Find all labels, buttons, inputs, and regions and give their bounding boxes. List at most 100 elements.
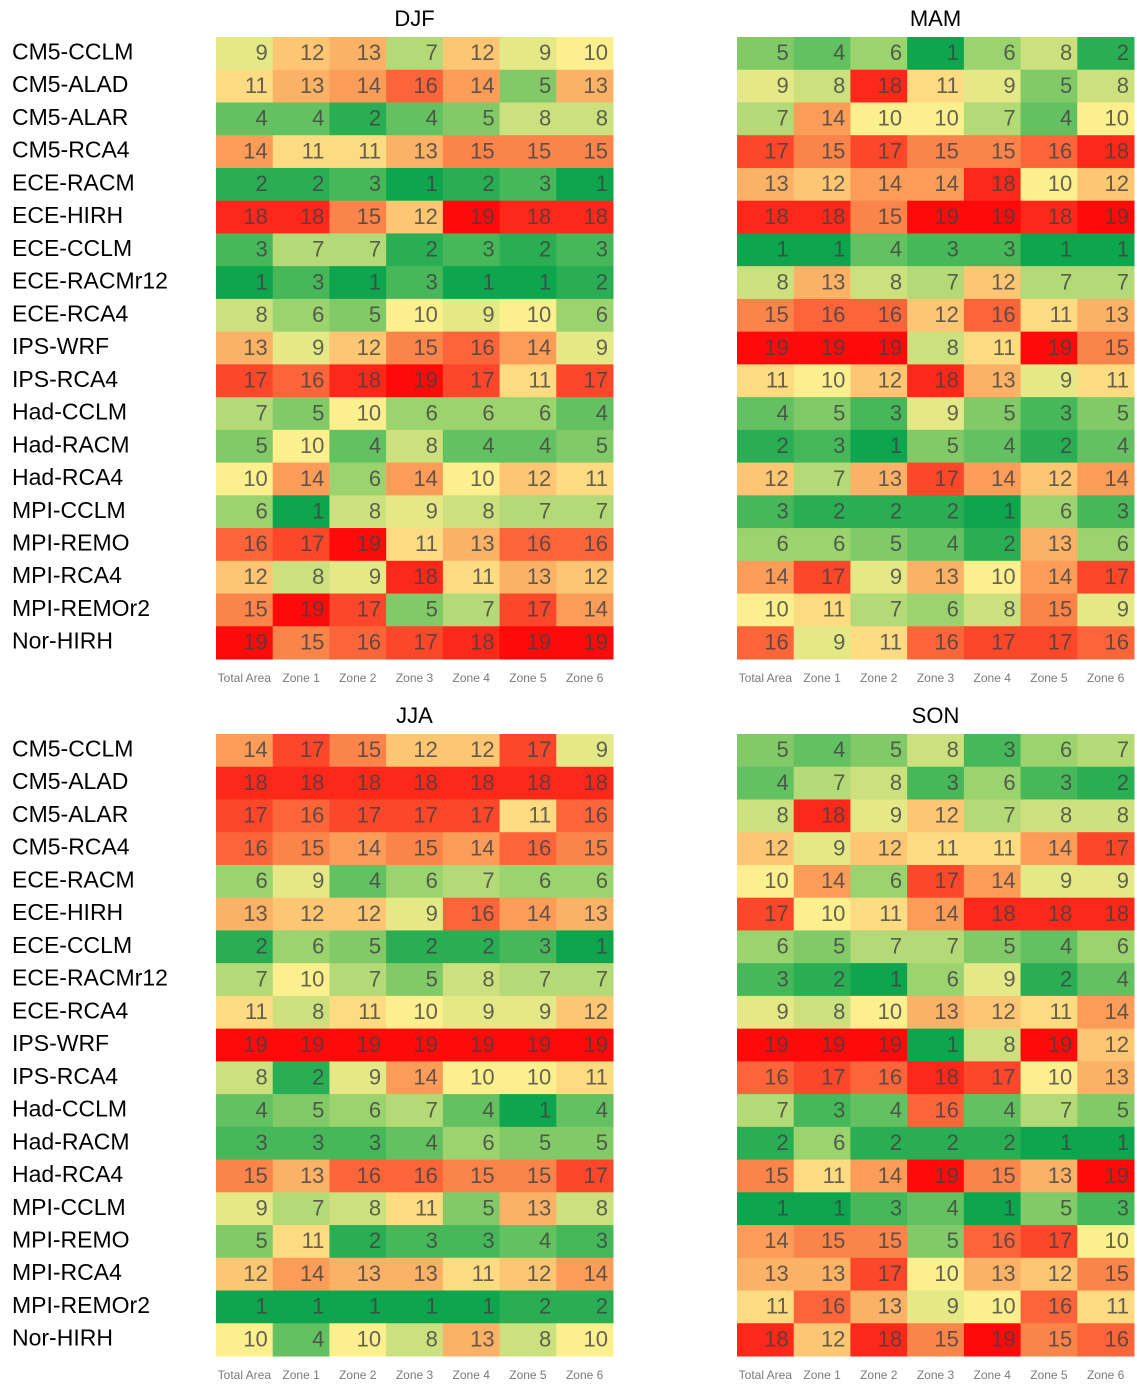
heatmap-cell <box>386 135 444 169</box>
heatmap-cell <box>272 799 330 833</box>
column-label: Zone 1 <box>282 1368 320 1382</box>
cell-label: 4 <box>426 106 438 131</box>
column-label: Zone 5 <box>509 671 547 685</box>
column-label: Zone 1 <box>803 1368 841 1382</box>
cell-label: 12 <box>584 999 608 1024</box>
cell-label: 5 <box>596 433 608 458</box>
cell-label: 9 <box>596 737 608 762</box>
heatmap-cell <box>386 1159 444 1193</box>
heatmap-cell <box>737 266 795 300</box>
cell-label: 5 <box>776 40 788 65</box>
heatmap-cell <box>850 897 908 931</box>
heatmap-cell <box>442 1192 501 1226</box>
heatmap-cell <box>963 233 1022 267</box>
heatmap-cell <box>386 1225 444 1259</box>
cell-label: 5 <box>539 1130 551 1155</box>
heatmap-cell <box>737 200 795 234</box>
cell-label: 6 <box>833 1130 845 1155</box>
cell-label: 3 <box>1060 400 1072 425</box>
cell-label: 2 <box>596 1294 608 1319</box>
cell-label: 3 <box>1003 237 1015 262</box>
row-label: Nor-HIRH <box>12 628 113 654</box>
cell-label: 10 <box>764 597 788 622</box>
heatmap-cell <box>1020 495 1078 529</box>
heatmap-cell <box>907 560 965 595</box>
row-label: ECE-RACM <box>12 169 135 195</box>
row-label: Had-CCLM <box>12 399 127 425</box>
cell-label: 10 <box>584 40 608 65</box>
column-label: Zone 6 <box>566 1368 604 1382</box>
cell-label: 4 <box>776 400 788 425</box>
heatmap-cell <box>1077 963 1135 997</box>
heatmap-cell <box>963 1257 1022 1292</box>
cell-label: 15 <box>470 138 494 163</box>
cell-label: 9 <box>833 835 845 860</box>
heatmap-cell <box>907 528 965 562</box>
cell-label: 2 <box>1060 433 1072 458</box>
heatmap-cell <box>963 1028 1022 1062</box>
heatmap-cell <box>442 963 501 997</box>
cell-label: 15 <box>527 1163 551 1188</box>
heatmap-cell <box>1020 1225 1078 1259</box>
heatmap-cell <box>850 1159 908 1193</box>
cell-label: 17 <box>243 803 267 828</box>
heatmap-cell <box>442 1159 501 1193</box>
cell-label: 1 <box>539 1097 551 1122</box>
cell-label: 10 <box>584 1326 608 1351</box>
heatmap-cell <box>272 331 330 365</box>
cell-label: 3 <box>312 1130 324 1155</box>
heatmap-cell <box>963 897 1022 931</box>
row-label: MPI-REMO <box>12 1226 130 1252</box>
cell-label: 19 <box>934 204 958 229</box>
heatmap-cell <box>737 1126 795 1161</box>
cell-label: 2 <box>890 1130 902 1155</box>
cell-label: 14 <box>878 171 902 196</box>
cell-label: 11 <box>358 138 381 163</box>
heatmap-cell <box>850 1126 908 1161</box>
row-label: CM5-ALAR <box>12 104 128 130</box>
cell-label: 11 <box>879 629 902 654</box>
cell-label: 12 <box>1048 466 1072 491</box>
cell-label: 19 <box>470 1032 494 1057</box>
cell-label: 11 <box>993 835 1016 860</box>
heatmap-cell <box>556 1192 614 1226</box>
cell-label: 9 <box>776 999 788 1024</box>
heatmap-cell <box>386 266 444 300</box>
cell-label: 7 <box>1003 106 1015 131</box>
heatmap-cell <box>216 167 274 202</box>
cell-label: 6 <box>776 934 788 959</box>
cell-label: 16 <box>413 73 437 98</box>
heatmap-cell <box>737 930 795 964</box>
heatmap-cell <box>907 167 965 202</box>
cell-label: 15 <box>991 1163 1015 1188</box>
heatmap-cell <box>850 766 908 800</box>
heatmap-cell <box>386 1323 444 1357</box>
heatmap-cell <box>442 298 501 333</box>
cell-label: 13 <box>1105 1065 1129 1090</box>
cell-label: 18 <box>470 629 494 654</box>
cell-label: 9 <box>539 40 551 65</box>
heatmap-cell <box>850 495 908 529</box>
heatmap-cell <box>442 69 501 103</box>
heatmap-cell <box>499 298 557 333</box>
heatmap-cell <box>272 1290 330 1324</box>
cell-label: 15 <box>413 335 437 360</box>
heatmap-cell <box>556 462 614 496</box>
cell-label: 12 <box>300 901 324 926</box>
row-label: ECE-RACM <box>12 866 135 892</box>
heatmap-cell <box>272 995 330 1030</box>
cell-label: 2 <box>833 498 845 523</box>
panel-title: MAM <box>910 6 961 31</box>
cell-label: 10 <box>821 901 845 926</box>
heatmap-cell <box>329 266 387 300</box>
row-label: IPS-RCA4 <box>12 1063 118 1089</box>
cell-label: 11 <box>302 138 325 163</box>
heatmap-cell <box>556 1225 614 1259</box>
column-label: Zone 5 <box>509 1368 547 1382</box>
heatmap-cell <box>793 69 851 103</box>
heatmap-cell <box>499 995 557 1030</box>
heatmap-cell <box>556 560 614 595</box>
heatmap-cell <box>386 734 444 768</box>
heatmap-cell <box>850 1061 908 1095</box>
cell-label: 12 <box>357 335 381 360</box>
